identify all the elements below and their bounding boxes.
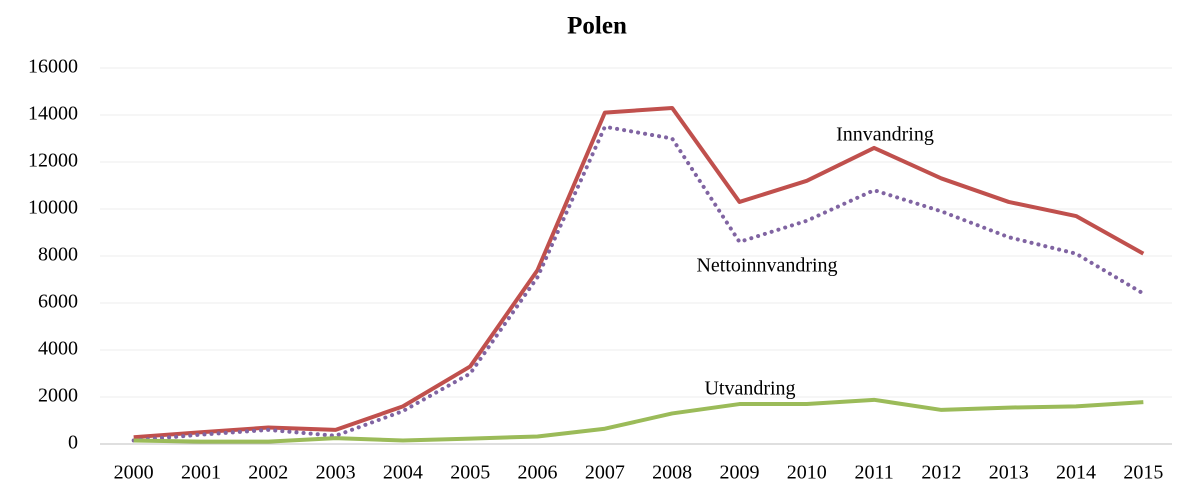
x-tick-label: 2015: [1123, 462, 1163, 484]
x-tick-label: 2011: [854, 462, 893, 484]
y-tick-label: 0: [68, 432, 78, 454]
y-tick-label: 4000: [38, 338, 78, 360]
x-tick-label: 2014: [1056, 462, 1096, 484]
x-tick-label: 2003: [316, 462, 356, 484]
x-tick-label: 2004: [383, 462, 423, 484]
series-label: Utvandring: [704, 378, 795, 400]
y-tick-label: 14000: [28, 103, 78, 125]
x-tick-label: 2006: [518, 462, 558, 484]
y-tick-label: 6000: [38, 291, 78, 313]
x-tick-label: 2010: [787, 462, 827, 484]
y-tick-label: 12000: [28, 150, 78, 172]
y-tick-label: 16000: [28, 56, 78, 78]
x-tick-label: 2008: [652, 462, 692, 484]
x-tick-label: 2002: [248, 462, 288, 484]
x-tick-label: 2009: [719, 462, 759, 484]
series-label: Nettoinnvandring: [696, 255, 837, 277]
series-line: [133, 105, 1145, 440]
x-tick-label: 2000: [114, 462, 154, 484]
y-tick-label: 10000: [28, 197, 78, 219]
series-line: [131, 124, 1146, 443]
x-tick-label: 2007: [585, 462, 625, 484]
x-tick-label: 2005: [450, 462, 490, 484]
series-label: Innvandring: [836, 124, 934, 146]
x-tick-label: 2013: [989, 462, 1029, 484]
y-tick-label: 8000: [38, 244, 78, 266]
series-line: [133, 397, 1144, 444]
chart-title: Polen: [567, 13, 627, 40]
x-tick-label: 2001: [181, 462, 221, 484]
y-tick-label: 2000: [38, 385, 78, 407]
x-tick-label: 2012: [921, 462, 961, 484]
